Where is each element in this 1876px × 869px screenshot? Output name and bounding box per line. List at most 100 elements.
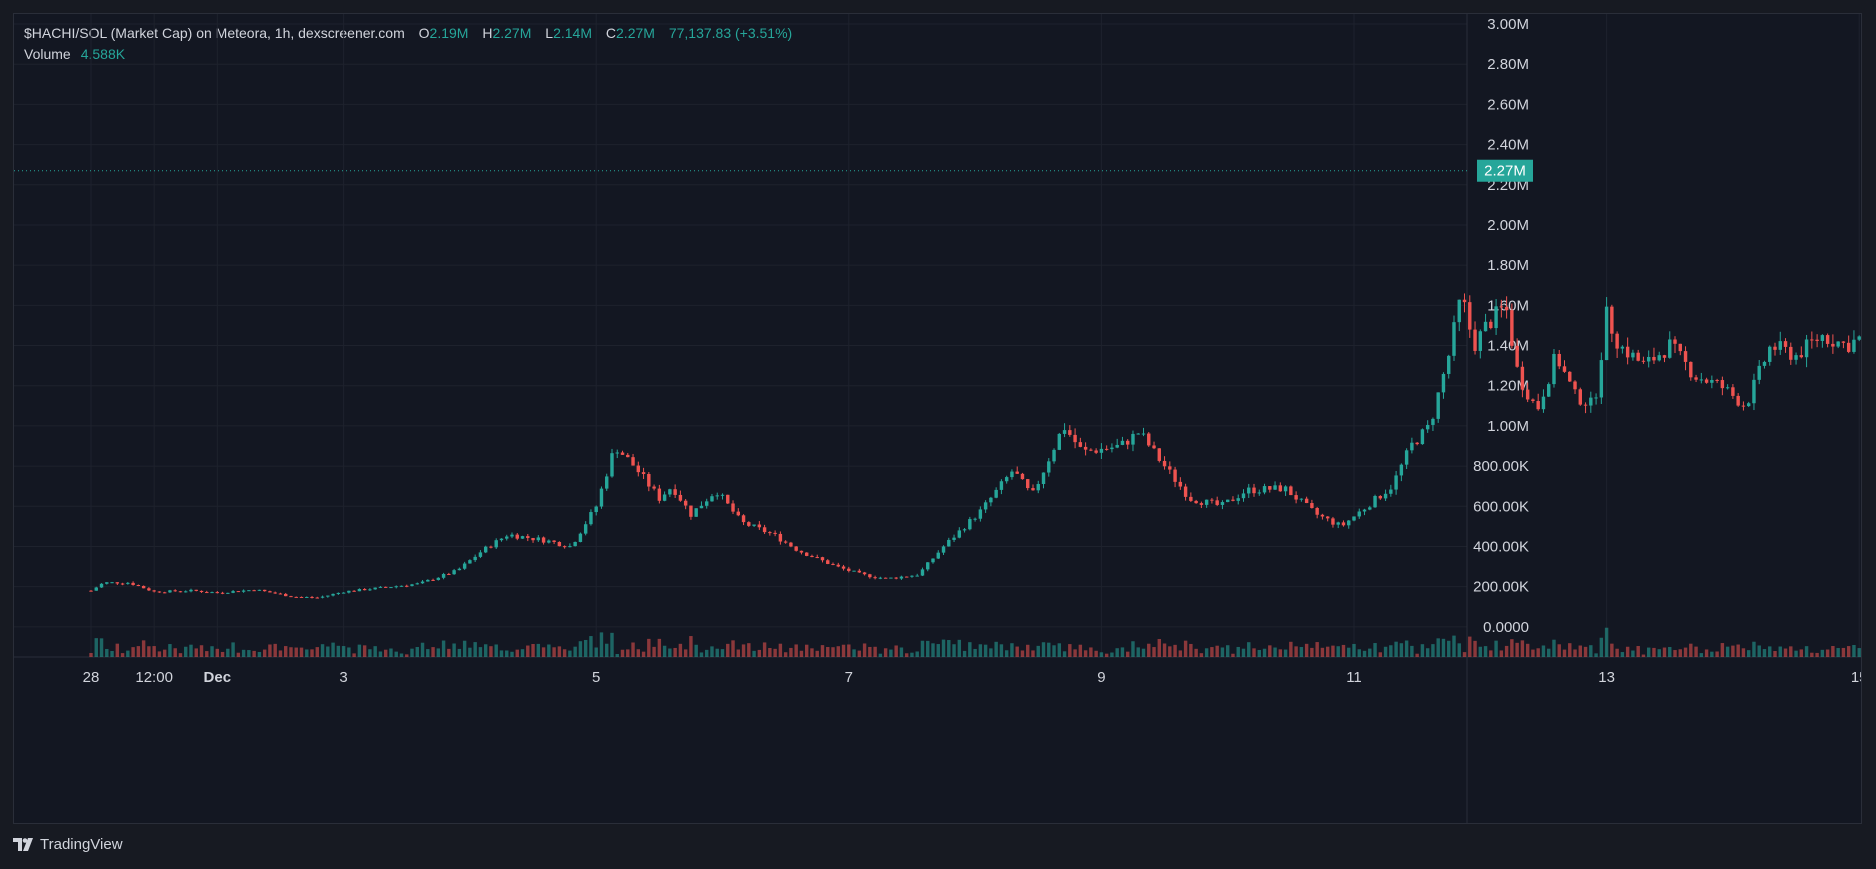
volume-bar <box>320 644 325 657</box>
candle-body <box>236 591 241 593</box>
candle-body <box>1557 353 1561 367</box>
candle-body <box>1099 448 1104 453</box>
candle-body <box>778 533 783 542</box>
volume-bar <box>831 647 835 657</box>
candle-body <box>1136 433 1140 435</box>
candle-body <box>1746 403 1751 407</box>
candle-body <box>920 569 925 576</box>
candle-body <box>668 489 672 495</box>
candle-body <box>699 505 704 509</box>
candle-body <box>315 597 319 599</box>
y-tick-label: 2.00M <box>1487 217 1529 234</box>
candle-body <box>415 583 419 585</box>
volume-bar <box>236 652 241 657</box>
volume-value: 4.588K <box>80 46 126 62</box>
volume-bar <box>115 643 120 657</box>
candle-body <box>952 537 956 540</box>
candle-body <box>1373 495 1377 508</box>
volume-bar <box>678 643 683 657</box>
volume-bar <box>1136 647 1140 657</box>
volume-bar <box>1710 651 1714 657</box>
candle-body <box>399 585 404 587</box>
y-tick-label: 3.00M <box>1487 16 1529 33</box>
volume-bar <box>1168 646 1172 657</box>
candle-body <box>1110 447 1114 450</box>
volume-bar <box>647 638 651 657</box>
volume-bar <box>1852 645 1856 657</box>
high-value: 2.27M <box>492 25 532 41</box>
volume-bar <box>1452 635 1456 657</box>
candle-body <box>1383 493 1388 499</box>
candle-body <box>1846 342 1851 352</box>
volume-bar <box>562 649 567 657</box>
volume-bar <box>305 649 309 657</box>
y-tick-label: 2.60M <box>1487 96 1529 113</box>
volume-bar <box>552 647 556 657</box>
volume-bar <box>936 644 940 657</box>
candle-body <box>1425 424 1430 430</box>
candle-body <box>852 570 856 572</box>
volume-bar <box>857 650 862 657</box>
candle-body <box>1215 500 1219 505</box>
candle-body <box>1120 440 1125 445</box>
candle-body <box>394 586 398 588</box>
candle-body <box>289 596 293 598</box>
candle-body <box>1115 444 1119 448</box>
volume-bar <box>420 642 425 657</box>
candle-body <box>1204 499 1209 505</box>
volume-bar <box>631 642 635 657</box>
candle-body <box>462 563 467 569</box>
candle-body <box>352 590 356 592</box>
candle-body <box>1089 449 1093 451</box>
candle-body <box>747 522 751 526</box>
candle-body <box>305 596 309 598</box>
candle-body <box>457 568 462 571</box>
volume-bar <box>1562 649 1567 657</box>
volume-bar <box>205 651 209 657</box>
volume-bar <box>1536 648 1540 657</box>
volume-bar <box>1831 645 1835 657</box>
volume-bar <box>1052 645 1056 657</box>
volume-bar <box>336 645 341 657</box>
candle-body <box>926 562 930 570</box>
chart-panel[interactable]: $HACHI/SOL (Market Cap) on Meteora, 1h, … <box>13 13 1862 824</box>
candle-body <box>299 596 304 598</box>
volume-bar <box>1268 645 1272 657</box>
candle-body <box>673 489 677 495</box>
volume-bar <box>947 640 951 657</box>
volume-bar <box>499 650 504 657</box>
candle-body <box>173 590 177 592</box>
candle-body <box>1641 360 1646 362</box>
candle-body <box>1494 306 1498 329</box>
candle-body <box>473 556 477 561</box>
price-chart[interactable]: 3.00M2.80M2.60M2.40M2.20M2.00M1.80M1.60M… <box>14 14 1862 824</box>
candle-body <box>510 534 514 537</box>
symbol-title[interactable]: $HACHI/SOL (Market Cap) on Meteora, 1h, … <box>24 25 405 41</box>
candle-body <box>1820 335 1825 341</box>
volume-bar <box>1183 640 1188 657</box>
candle-body <box>489 546 493 548</box>
volume-bar <box>1189 643 1193 657</box>
volume-bar <box>1178 650 1183 657</box>
candle-body <box>1631 352 1635 358</box>
volume-bar <box>957 639 962 657</box>
candle-body <box>1378 495 1383 499</box>
candle-body <box>1720 380 1725 389</box>
candle-body <box>1468 302 1472 330</box>
volume-bar <box>368 649 372 657</box>
volume-bar <box>1236 646 1240 657</box>
candle-body <box>1031 488 1035 491</box>
candle-body <box>757 524 762 528</box>
volume-bar <box>568 650 572 657</box>
volume-bar <box>1020 650 1025 657</box>
volume-bar <box>1746 650 1751 657</box>
branding[interactable]: TradingView <box>13 836 123 853</box>
volume-bar <box>1320 647 1325 657</box>
candle-body <box>326 595 330 597</box>
candle-body <box>205 592 209 594</box>
open-label: O <box>418 25 430 41</box>
candle-body <box>126 582 130 584</box>
candle-body <box>636 465 641 473</box>
volume-bar <box>757 649 762 657</box>
volume-bar <box>1804 646 1809 657</box>
